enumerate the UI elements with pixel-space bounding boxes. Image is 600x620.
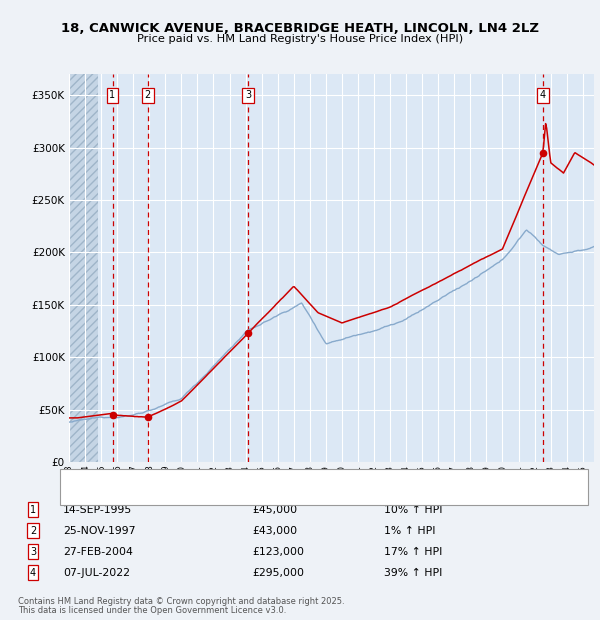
Text: HPI: Average price, semi-detached house, North Kesteven: HPI: Average price, semi-detached house,… (108, 489, 361, 498)
Text: 25-NOV-1997: 25-NOV-1997 (63, 526, 136, 536)
Text: 4: 4 (30, 568, 36, 578)
Text: This data is licensed under the Open Government Licence v3.0.: This data is licensed under the Open Gov… (18, 606, 286, 615)
Text: £123,000: £123,000 (252, 547, 304, 557)
Text: 14-SEP-1995: 14-SEP-1995 (63, 505, 132, 515)
Text: Price paid vs. HM Land Registry's House Price Index (HPI): Price paid vs. HM Land Registry's House … (137, 34, 463, 44)
Text: 4: 4 (540, 91, 546, 100)
Text: 39% ↑ HPI: 39% ↑ HPI (384, 568, 442, 578)
Text: £295,000: £295,000 (252, 568, 304, 578)
Text: 07-JUL-2022: 07-JUL-2022 (63, 568, 130, 578)
Text: 1% ↑ HPI: 1% ↑ HPI (384, 526, 436, 536)
Bar (69, 74, 98, 462)
Text: 1: 1 (109, 91, 116, 100)
Text: 3: 3 (245, 91, 251, 100)
Text: £43,000: £43,000 (252, 526, 297, 536)
Text: 18, CANWICK AVENUE, BRACEBRIDGE HEATH, LINCOLN, LN4 2LZ (semi-detached house): 18, CANWICK AVENUE, BRACEBRIDGE HEATH, L… (108, 472, 494, 480)
Text: 27-FEB-2004: 27-FEB-2004 (63, 547, 133, 557)
Text: 2: 2 (145, 91, 151, 100)
Text: 17% ↑ HPI: 17% ↑ HPI (384, 547, 442, 557)
Text: £45,000: £45,000 (252, 505, 297, 515)
Text: 10% ↑ HPI: 10% ↑ HPI (384, 505, 443, 515)
Text: 2: 2 (30, 526, 36, 536)
Text: 3: 3 (30, 547, 36, 557)
Text: 1: 1 (30, 505, 36, 515)
Text: Contains HM Land Registry data © Crown copyright and database right 2025.: Contains HM Land Registry data © Crown c… (18, 597, 344, 606)
Text: 18, CANWICK AVENUE, BRACEBRIDGE HEATH, LINCOLN, LN4 2LZ: 18, CANWICK AVENUE, BRACEBRIDGE HEATH, L… (61, 22, 539, 35)
